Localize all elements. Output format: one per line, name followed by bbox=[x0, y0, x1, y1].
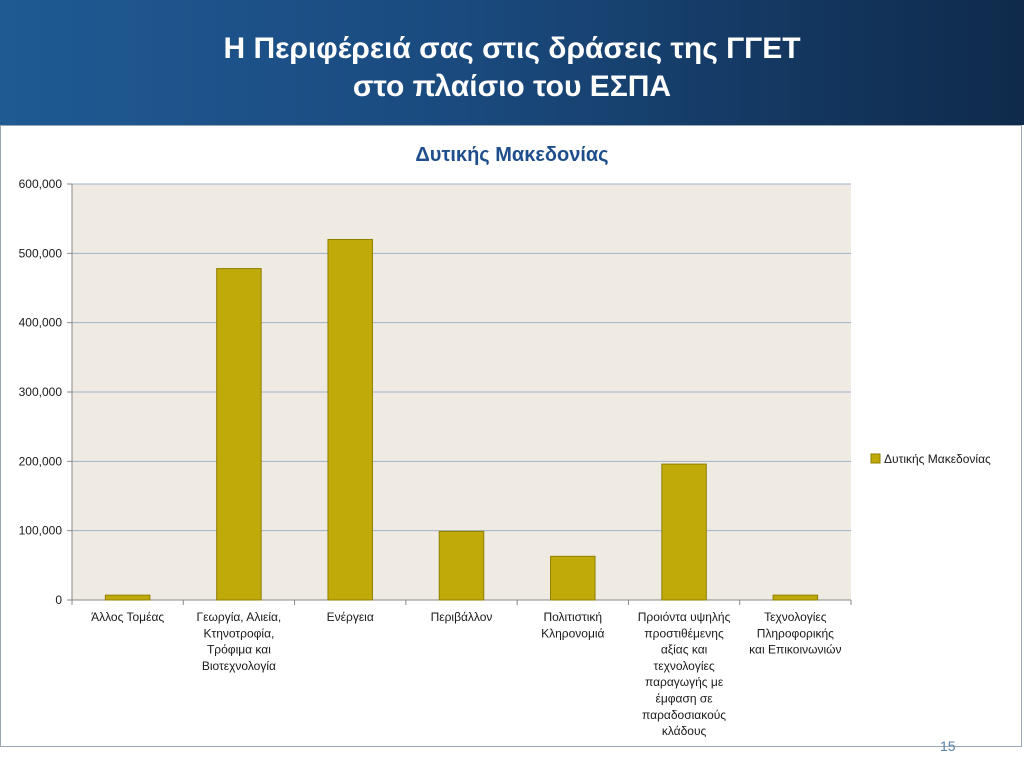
y-tick-label: 100,000 bbox=[19, 524, 63, 538]
bar bbox=[438, 530, 485, 601]
bar bbox=[327, 238, 373, 601]
slide-header: Η Περιφέρειά σας στις δράσεις της ΓΓΕΤ σ… bbox=[0, 0, 1024, 125]
x-tick-label: Περιβάλλον bbox=[431, 610, 493, 624]
y-tick-label: 500,000 bbox=[19, 246, 63, 260]
y-tick-label: 300,000 bbox=[19, 385, 63, 399]
bar bbox=[104, 594, 151, 601]
x-tick-label: Τεχνολογίες Πληροφορικής και Επικοινωνιών bbox=[749, 610, 841, 657]
x-tick-label: Ενέργεια bbox=[327, 610, 374, 624]
x-tick-label: Πολιτιστική Κληρονομιά bbox=[541, 610, 604, 640]
bar bbox=[550, 555, 596, 601]
bar bbox=[216, 268, 262, 601]
slide-title-line-2: στο πλαίσιο του ΕΣΠΑ bbox=[352, 70, 672, 103]
legend-label: Δυτικής Μακεδονίας bbox=[884, 452, 991, 466]
slide-title: Η Περιφέρειά σας στις δράσεις της ΓΓΕΤ σ… bbox=[0, 30, 1024, 106]
chart-title: Δυτικής Μακεδονίας bbox=[415, 144, 608, 166]
bar bbox=[661, 463, 707, 601]
y-tick-label: 400,000 bbox=[19, 316, 63, 330]
y-tick-label: 200,000 bbox=[19, 454, 63, 468]
bar bbox=[772, 594, 819, 601]
x-tick-label: Γεωργία, Αλιεία, Κτηνοτροφία, Τρόφιμα και Β… bbox=[197, 610, 282, 673]
y-tick-label: 0 bbox=[55, 593, 62, 607]
slide-title-line-1: Η Περιφέρειά σας στις δράσεις της ΓΓΕΤ bbox=[223, 32, 801, 65]
y-tick-label: 600,000 bbox=[19, 177, 63, 191]
x-tick-label: Άλλος Τομέας bbox=[91, 610, 164, 624]
page-number: 15 bbox=[940, 738, 956, 754]
legend-swatch bbox=[870, 453, 881, 464]
x-tick-label: Προιόντα υψηλής προστιθέμενης αξίας και τεχ… bbox=[638, 610, 731, 738]
